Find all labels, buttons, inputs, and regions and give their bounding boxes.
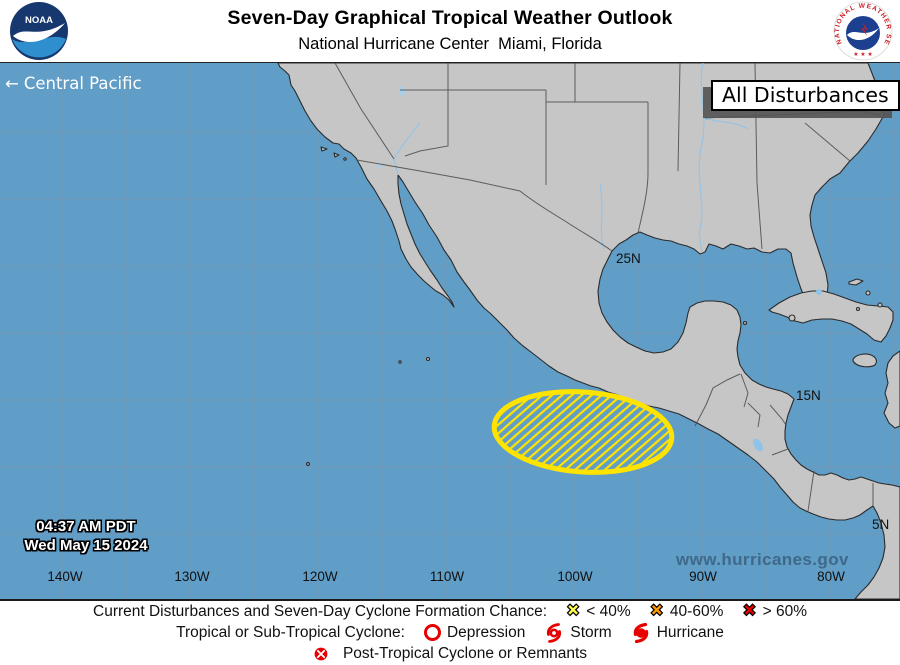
disturbance-area-ellipse[interactable] xyxy=(491,386,675,478)
basemap xyxy=(0,63,900,599)
timestamp-date: Wed May 15 2024 xyxy=(24,537,148,554)
lon-label-110w: 110W xyxy=(429,569,465,584)
isla-juventud xyxy=(788,314,796,322)
bahamas-island xyxy=(848,278,864,286)
chance-high-label: > 60% xyxy=(762,602,807,620)
lat-label-5n: 5N xyxy=(872,517,890,532)
issuance-timestamp: 04:37 AM PDT Wed May 15 2024 xyxy=(10,517,162,555)
left-arrow-icon: ← xyxy=(5,74,19,93)
hispaniola-edge xyxy=(883,350,900,429)
header: NOAA Seven-Day Graphical Tropical Weathe… xyxy=(0,0,900,62)
lat-label-15n: 15N xyxy=(796,388,821,403)
chance-high-x-icon: ✖ xyxy=(742,601,757,621)
post-tropical-item: Post-Tropical Cyclone or Remnants xyxy=(313,645,587,663)
storm-label: Storm xyxy=(570,623,612,641)
hurricanes-gov-watermark: www.hurricanes.gov xyxy=(676,550,849,569)
legend-row-chances: Current Disturbances and Seven-Day Cyclo… xyxy=(0,601,900,622)
noaa-logo[interactable]: NOAA xyxy=(9,1,69,61)
legend-row-cyclones: Tropical or Sub-Tropical Cyclone: Depres… xyxy=(0,622,900,643)
lon-label-130w: 130W xyxy=(174,569,210,584)
chance-high-item: ✖ > 60% xyxy=(742,601,807,621)
lon-label-120w: 120W xyxy=(302,569,338,584)
svg-text:★ ★ ★: ★ ★ ★ xyxy=(853,51,872,58)
cuba xyxy=(768,290,894,343)
cyclones-label: Tropical or Sub-Tropical Cyclone: xyxy=(176,623,405,641)
landmass xyxy=(277,63,900,599)
legend: Current Disturbances and Seven-Day Cyclo… xyxy=(0,601,900,665)
chance-med-label: 40-60% xyxy=(669,602,724,620)
hurricane-icon xyxy=(633,622,648,643)
noaa-logo-text: NOAA xyxy=(25,15,53,26)
chance-low-x-icon: ✖ xyxy=(565,601,581,621)
depression-icon xyxy=(423,624,441,641)
central-pacific-link[interactable]: ← Central Pacific xyxy=(5,74,142,93)
depression-item: Depression xyxy=(423,623,526,642)
jamaica xyxy=(852,353,877,368)
lon-label-90w: 90W xyxy=(689,569,717,584)
all-disturbances-selector[interactable]: All Disturbances xyxy=(711,80,900,111)
title-block: Seven-Day Graphical Tropical Weather Out… xyxy=(0,0,900,54)
post-tropical-label: Post-Tropical Cyclone or Remnants xyxy=(342,644,588,662)
timestamp-time: 04:37 AM PDT xyxy=(36,518,136,535)
post-tropical-icon xyxy=(314,647,328,660)
lat-label-25n: 25N xyxy=(616,251,641,266)
tropical-storm-icon xyxy=(547,622,562,643)
central-pacific-label: Central Pacific xyxy=(23,74,142,93)
lon-label-140w: 140W xyxy=(47,569,83,584)
outlook-map: ← Central Pacific All Disturbances 04:37… xyxy=(0,62,900,601)
storm-item: Storm xyxy=(544,622,612,643)
hurricane-label: Hurricane xyxy=(656,623,724,641)
chance-low-label: < 40% xyxy=(586,602,631,620)
north-central-america xyxy=(277,63,900,599)
chance-med-item: ✖ 40-60% xyxy=(649,601,724,621)
channel-islands xyxy=(320,146,340,158)
chances-label: Current Disturbances and Seven-Day Cyclo… xyxy=(93,602,548,620)
depression-label: Depression xyxy=(446,623,526,641)
lon-label-100w: 100W xyxy=(557,569,593,584)
page-subtitle: National Hurricane Center Miami, Florida xyxy=(298,35,602,53)
chance-med-x-icon: ✖ xyxy=(649,601,664,621)
nws-logo[interactable]: NATIONAL WEATHER SERVICE ★ ★ ★ xyxy=(833,1,893,61)
chance-low-item: ✖ < 40% xyxy=(565,601,631,621)
legend-row-post-tropical: Post-Tropical Cyclone or Remnants xyxy=(0,643,900,664)
hurricane-item: Hurricane xyxy=(631,622,724,643)
lon-label-80w: 80W xyxy=(817,569,845,584)
page-title: Seven-Day Graphical Tropical Weather Out… xyxy=(227,7,673,29)
